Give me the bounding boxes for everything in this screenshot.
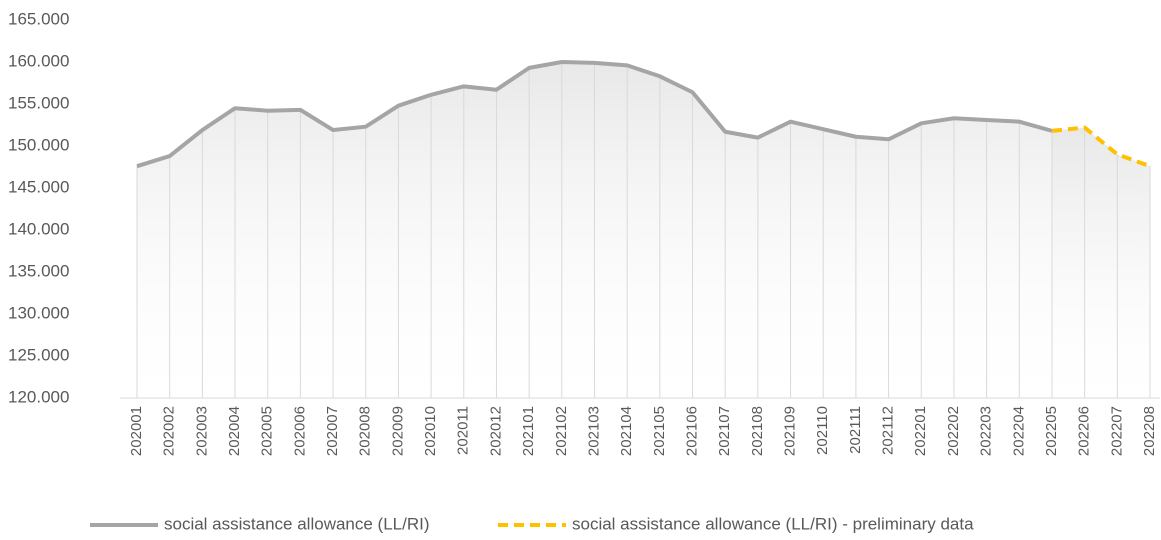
x-tick-label: 202202 (945, 406, 962, 456)
y-tick-label: 155.000 (8, 93, 69, 112)
y-tick-label: 135.000 (8, 261, 69, 280)
x-tick-label: 202201 (912, 406, 929, 456)
x-tick-label: 202010 (422, 406, 439, 456)
x-tick-label: 202106 (683, 406, 700, 456)
x-tick-label: 202203 (978, 406, 995, 456)
x-tick-label: 202007 (324, 406, 341, 456)
legend-label: social assistance allowance (LL/RI) - pr… (572, 514, 974, 533)
line (1051, 125, 1151, 169)
x-tick-label: 202112 (880, 406, 897, 455)
x-tick-label: 202104 (618, 406, 635, 456)
x-tick-label: 202012 (487, 406, 504, 456)
y-tick-label: 130.000 (8, 303, 69, 322)
line (136, 60, 1053, 169)
x-tick-label: 202102 (553, 406, 570, 456)
x-tick-label: 202006 (291, 406, 308, 456)
y-tick-label: 145.000 (8, 177, 69, 196)
y-tick-label: 160.000 (8, 51, 69, 70)
x-tick-label: 202206 (1076, 406, 1093, 456)
x-tick-label: 202005 (259, 406, 276, 456)
x-tick-label: 202107 (716, 406, 733, 456)
legend-label: social assistance allowance (LL/RI) (164, 514, 430, 533)
y-tick-label: 165.000 (8, 9, 69, 28)
x-tick-label: 202205 (1043, 406, 1060, 456)
x-tick-label: 202108 (749, 406, 766, 456)
x-tick-label: 202110 (814, 406, 831, 455)
x-tick-label: 202002 (161, 406, 178, 456)
y-tick-label: 120.000 (8, 387, 69, 406)
x-tick-label: 202207 (1108, 406, 1125, 456)
x-tick-label: 202001 (128, 406, 145, 456)
x-tick-label: 202109 (782, 406, 799, 456)
x-tick-label: 202101 (520, 406, 537, 456)
x-tick-label: 202103 (585, 406, 602, 456)
x-tick-label: 202011 (455, 406, 472, 455)
x-tick-label: 202003 (193, 406, 210, 456)
x-tick-label: 202208 (1141, 406, 1158, 456)
x-tick-label: 202008 (357, 406, 374, 456)
x-tick-label: 202111 (847, 406, 864, 454)
x-tick-label: 202105 (651, 406, 668, 456)
area (1051, 127, 1150, 399)
x-tick-label: 202204 (1010, 406, 1027, 456)
y-tick-label: 125.000 (8, 345, 69, 364)
y-tick-label: 140.000 (8, 219, 69, 238)
y-tick-label: 150.000 (8, 135, 69, 154)
x-tick-label: 202004 (226, 406, 243, 456)
x-tick-label: 202009 (389, 406, 406, 456)
